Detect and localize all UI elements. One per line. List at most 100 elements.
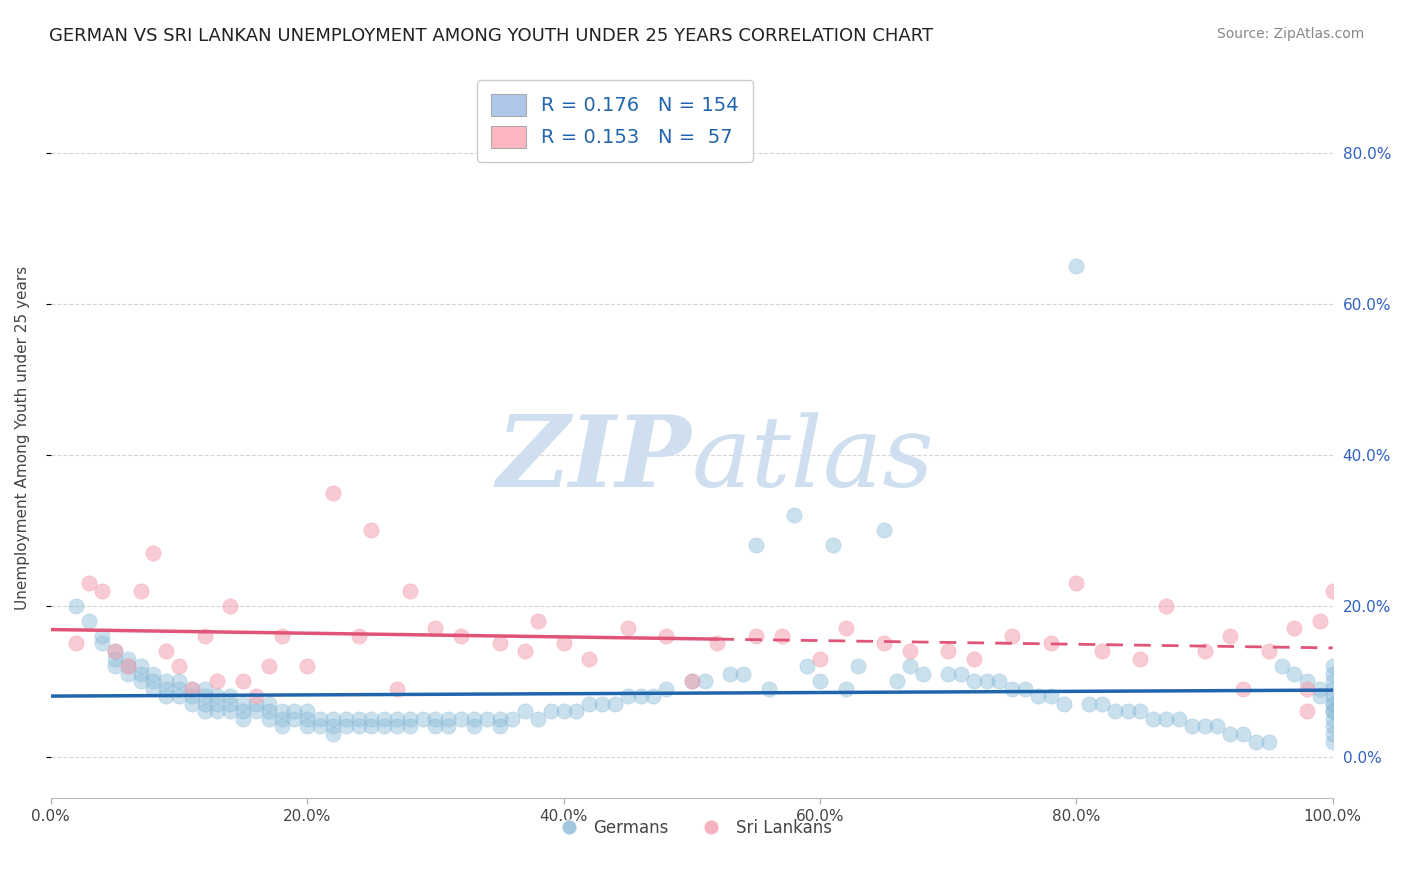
- Point: [1039, 690, 1062, 704]
- Point: [398, 583, 420, 598]
- Point: [873, 636, 896, 650]
- Point: [347, 719, 370, 733]
- Point: [309, 712, 332, 726]
- Point: [142, 681, 165, 696]
- Point: [1194, 719, 1216, 733]
- Point: [630, 690, 652, 704]
- Point: [783, 508, 806, 523]
- Point: [1322, 697, 1344, 711]
- Point: [1309, 681, 1331, 696]
- Point: [1154, 599, 1177, 613]
- Point: [385, 719, 408, 733]
- Point: [232, 704, 254, 718]
- Point: [194, 629, 217, 643]
- Point: [1322, 719, 1344, 733]
- Point: [936, 666, 959, 681]
- Point: [425, 712, 447, 726]
- Point: [1206, 719, 1229, 733]
- Point: [360, 712, 382, 726]
- Point: [1014, 681, 1036, 696]
- Point: [693, 674, 716, 689]
- Point: [553, 636, 575, 650]
- Point: [733, 666, 755, 681]
- Point: [335, 712, 357, 726]
- Point: [1284, 621, 1306, 635]
- Point: [117, 666, 139, 681]
- Point: [758, 681, 780, 696]
- Point: [129, 583, 152, 598]
- Point: [91, 636, 114, 650]
- Point: [1322, 659, 1344, 673]
- Y-axis label: Unemployment Among Youth under 25 years: Unemployment Among Youth under 25 years: [15, 266, 30, 610]
- Point: [180, 697, 202, 711]
- Point: [270, 719, 292, 733]
- Text: ZIP: ZIP: [496, 411, 692, 508]
- Point: [180, 681, 202, 696]
- Point: [488, 712, 510, 726]
- Point: [488, 719, 510, 733]
- Point: [616, 621, 638, 635]
- Point: [117, 651, 139, 665]
- Point: [1309, 690, 1331, 704]
- Point: [1244, 734, 1267, 748]
- Point: [270, 712, 292, 726]
- Point: [936, 644, 959, 658]
- Point: [232, 712, 254, 726]
- Point: [1322, 697, 1344, 711]
- Point: [1052, 697, 1074, 711]
- Point: [1322, 727, 1344, 741]
- Point: [335, 719, 357, 733]
- Point: [155, 674, 177, 689]
- Point: [488, 636, 510, 650]
- Point: [1194, 644, 1216, 658]
- Point: [1091, 644, 1114, 658]
- Point: [104, 651, 127, 665]
- Point: [808, 674, 831, 689]
- Point: [245, 704, 267, 718]
- Point: [655, 681, 678, 696]
- Point: [270, 704, 292, 718]
- Point: [79, 576, 101, 591]
- Point: [1116, 704, 1139, 718]
- Text: GERMAN VS SRI LANKAN UNEMPLOYMENT AMONG YOUTH UNDER 25 YEARS CORRELATION CHART: GERMAN VS SRI LANKAN UNEMPLOYMENT AMONG …: [49, 27, 934, 45]
- Point: [1296, 704, 1319, 718]
- Point: [527, 712, 550, 726]
- Point: [1039, 636, 1062, 650]
- Point: [1322, 704, 1344, 718]
- Point: [180, 690, 202, 704]
- Point: [257, 659, 280, 673]
- Point: [1104, 704, 1126, 718]
- Point: [65, 599, 87, 613]
- Point: [616, 690, 638, 704]
- Point: [911, 666, 934, 681]
- Point: [1284, 666, 1306, 681]
- Point: [450, 712, 472, 726]
- Point: [104, 644, 127, 658]
- Point: [322, 727, 344, 741]
- Point: [283, 704, 305, 718]
- Point: [219, 697, 242, 711]
- Point: [718, 666, 741, 681]
- Point: [1322, 666, 1344, 681]
- Point: [297, 712, 319, 726]
- Point: [245, 697, 267, 711]
- Point: [898, 659, 921, 673]
- Point: [770, 629, 793, 643]
- Point: [194, 681, 217, 696]
- Point: [963, 651, 986, 665]
- Point: [1322, 690, 1344, 704]
- Point: [297, 704, 319, 718]
- Point: [347, 712, 370, 726]
- Point: [963, 674, 986, 689]
- Point: [988, 674, 1011, 689]
- Point: [1219, 727, 1241, 741]
- Point: [91, 583, 114, 598]
- Point: [437, 712, 460, 726]
- Point: [309, 719, 332, 733]
- Point: [1257, 734, 1279, 748]
- Point: [886, 674, 908, 689]
- Point: [706, 636, 728, 650]
- Point: [1219, 629, 1241, 643]
- Point: [1232, 681, 1254, 696]
- Point: [398, 719, 420, 733]
